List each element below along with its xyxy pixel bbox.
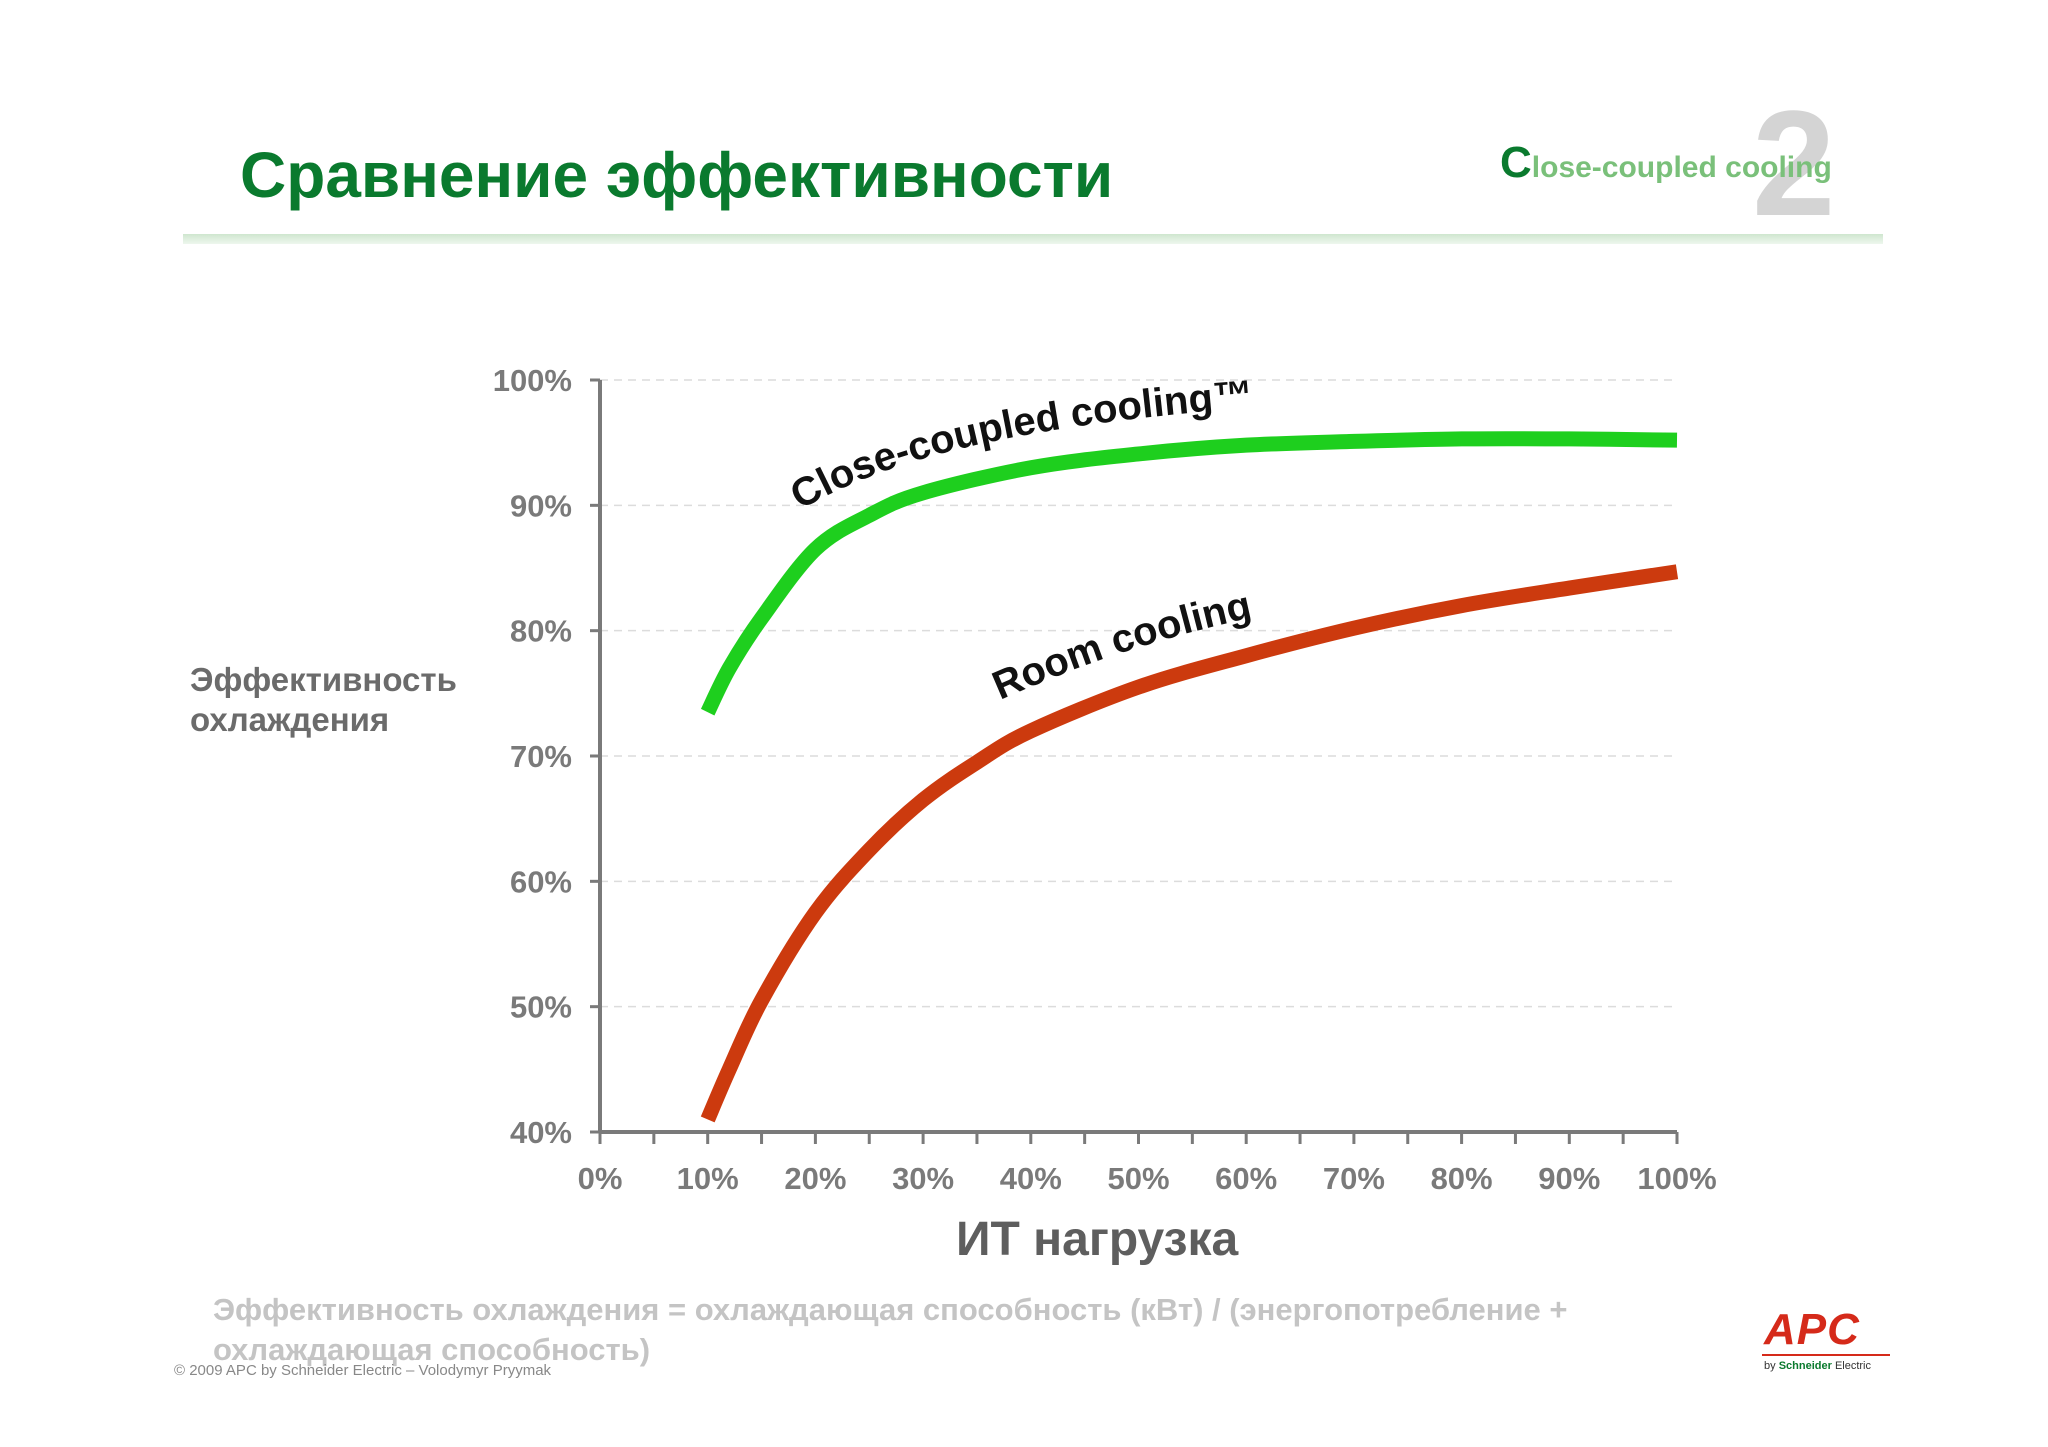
apc-logo-rule (1762, 1354, 1890, 1356)
x-tick-label: 80% (1431, 1161, 1493, 1196)
y-tick-label: 50% (510, 990, 572, 1025)
x-axis-label: ИТ нагрузка (956, 1213, 1239, 1266)
x-tick-label: 50% (1107, 1161, 1169, 1196)
brand-text: Close-coupled cooling (1500, 138, 1832, 188)
x-tick-label: 10% (677, 1161, 739, 1196)
y-tick-label: 80% (510, 614, 572, 649)
header-divider (183, 234, 1883, 244)
axes: 40% 50% 60% 70% 80% 90% 100% 0% 10% 20% 30% 40% 50% 6… (493, 363, 1717, 1196)
series-line-room-cooling (700, 564, 1679, 1123)
x-tick-label: 60% (1215, 1161, 1277, 1196)
x-tick-label: 0% (578, 1161, 623, 1196)
brand-initial: C (1500, 138, 1532, 187)
formula-footnote: Эффективность охлаждения = охлаждающая с… (213, 1292, 1568, 1367)
series-lines (700, 431, 1679, 1123)
y-tick-label: 90% (510, 488, 572, 523)
x-tick-label: 70% (1323, 1161, 1385, 1196)
gridlines (600, 379, 1677, 1008)
brand-mark: 2 Close-coupled cooling (1500, 88, 1890, 238)
y-tick-label: 70% (510, 739, 572, 774)
series-line-close-coupled (700, 431, 1678, 716)
x-tick-label: 30% (892, 1161, 954, 1196)
brand-rest: lose-coupled cooling (1531, 151, 1832, 184)
apc-logo-sub: by Schneider Electric (1764, 1360, 1871, 1372)
slide-title: Сравнение эффективности (240, 139, 1114, 211)
y-tick-label: 60% (510, 864, 572, 899)
x-tick-label: 100% (1637, 1161, 1716, 1196)
brand-digit: 2 (1752, 79, 1836, 247)
apc-logo-wordmark: APC (1764, 1305, 1860, 1354)
y-tick-label: 40% (510, 1115, 572, 1150)
apc-logo: APC by Schneider Electric (1762, 1305, 1892, 1380)
copyright-text: © 2009 APC by Schneider Electric – Volod… (174, 1362, 552, 1379)
x-tick-label: 90% (1538, 1161, 1600, 1196)
y-axis-label: Эффективность охлаждения (190, 661, 457, 738)
y-tick-label: 100% (493, 363, 572, 398)
x-tick-label: 40% (1000, 1161, 1062, 1196)
x-tick-label: 20% (784, 1161, 846, 1196)
